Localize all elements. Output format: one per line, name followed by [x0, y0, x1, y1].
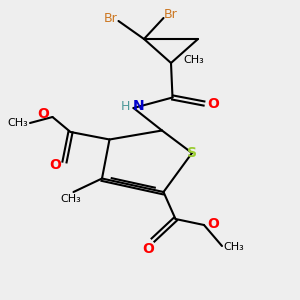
Text: O: O: [38, 107, 50, 121]
Text: O: O: [50, 158, 61, 172]
Text: Br: Br: [104, 11, 118, 25]
Text: Br: Br: [164, 8, 178, 22]
Text: S: S: [187, 146, 197, 160]
Text: CH₃: CH₃: [183, 55, 204, 65]
Text: H: H: [120, 100, 130, 113]
Text: CH₃: CH₃: [8, 118, 29, 128]
Text: O: O: [142, 242, 154, 256]
Text: N: N: [133, 100, 145, 113]
Text: O: O: [207, 97, 219, 110]
Text: CH₃: CH₃: [223, 242, 244, 253]
Text: O: O: [207, 217, 219, 230]
Text: CH₃: CH₃: [60, 194, 81, 205]
